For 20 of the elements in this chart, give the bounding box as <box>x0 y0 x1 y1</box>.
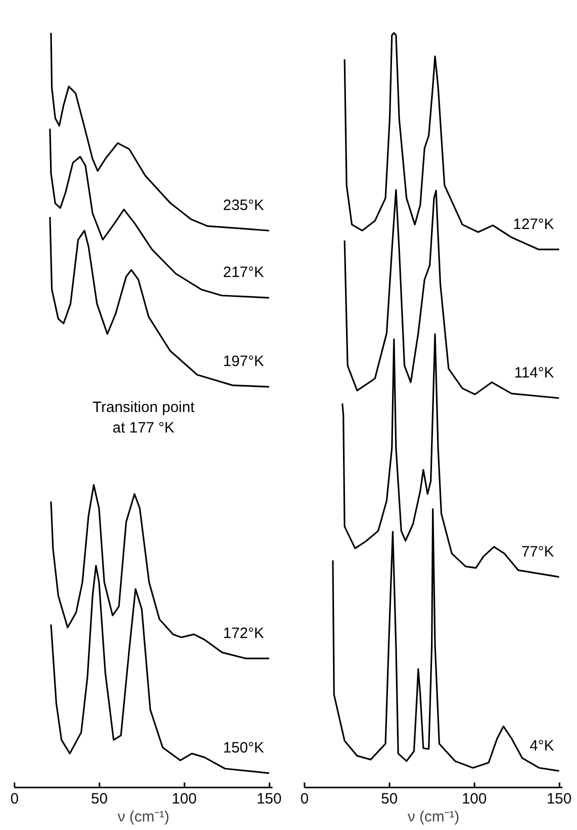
series-label: 172°K <box>222 624 264 642</box>
series-label: 4°K <box>530 737 554 754</box>
annotation: Transition point at 177 °K <box>92 399 196 436</box>
x-tick-label: 150 <box>256 790 282 808</box>
x-axis-title: ν (cm⁻¹) <box>118 808 170 826</box>
x-tick-label: 50 <box>381 790 398 808</box>
x-tick-label: 100 <box>172 790 197 808</box>
series-label: 77°K <box>521 543 554 560</box>
x-tick-label: 150 <box>546 790 572 808</box>
series-label: 127°K <box>512 216 554 233</box>
x-tick-label: 0 <box>300 790 309 808</box>
x-tick-label: 50 <box>91 790 108 808</box>
x-tick-label: 100 <box>462 790 487 808</box>
series-label: 235°K <box>222 197 264 214</box>
x-tick-label: 0 <box>10 790 19 808</box>
series-label: 150°K <box>222 740 264 757</box>
series-label: 114°K <box>514 364 554 382</box>
series-label: 217°K <box>222 264 264 282</box>
x-axis-title: ν (cm⁻¹) <box>408 808 460 826</box>
series-label: 197°K <box>222 353 264 370</box>
